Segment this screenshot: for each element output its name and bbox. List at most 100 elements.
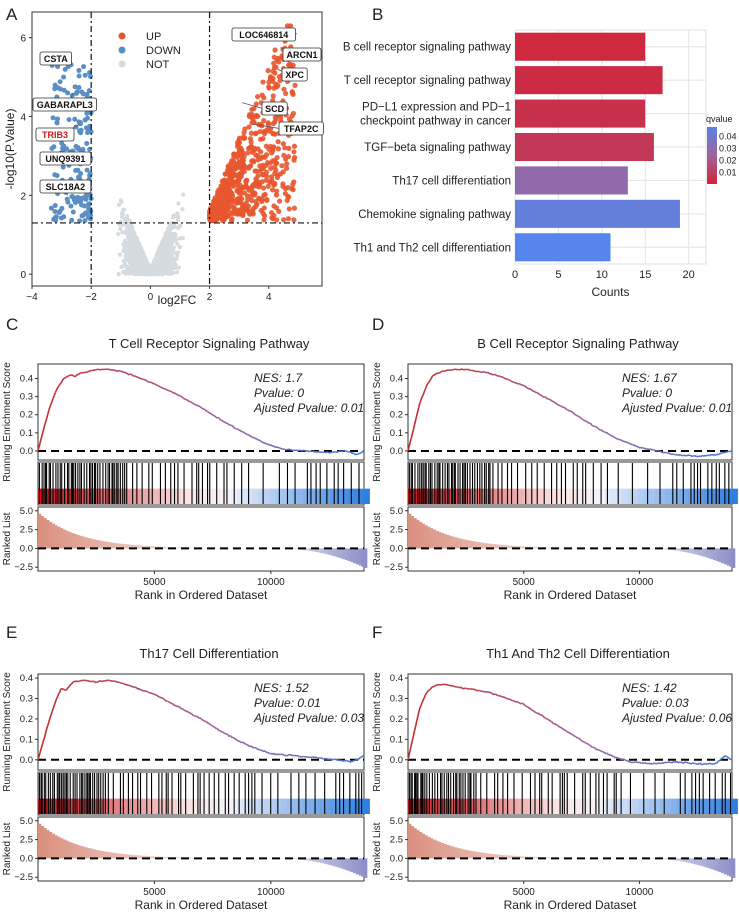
- running-es-segment: [424, 692, 428, 696]
- running-es-segment: [564, 407, 567, 410]
- up-point: [217, 204, 223, 210]
- running-es-segment: [560, 405, 564, 408]
- running-es-segment: [116, 369, 119, 373]
- gene-label: TFAP2C: [284, 124, 319, 134]
- running-es-segment: [182, 708, 185, 711]
- up-point: [283, 90, 289, 97]
- down-point: [72, 199, 78, 205]
- rank-color-segment: [341, 798, 348, 814]
- up-point: [249, 120, 255, 126]
- down-point: [77, 218, 83, 224]
- running-es-segment: [606, 431, 609, 435]
- x-tick-label: 2: [207, 292, 213, 303]
- gene-label-box: [39, 51, 73, 66]
- running-es-segment: [58, 691, 61, 695]
- not-point: [122, 238, 127, 243]
- running-es-segment: [71, 681, 74, 685]
- y-tick-label: 0.0: [20, 446, 33, 457]
- legend-label: UP: [146, 31, 161, 43]
- up-point: [235, 141, 241, 148]
- rank-color-segment: [203, 488, 210, 504]
- up-point: [260, 185, 267, 191]
- rank-color-segment: [241, 488, 249, 504]
- running-es-segment: [714, 454, 717, 457]
- running-es-segment: [200, 717, 203, 721]
- running-es-segment: [226, 733, 229, 736]
- running-es-segment: [221, 419, 224, 422]
- down-point: [66, 117, 72, 123]
- running-es-segment: [45, 414, 49, 419]
- up-point: [254, 94, 261, 100]
- running-es-segment: [170, 390, 173, 393]
- bar: [515, 199, 680, 228]
- running-es-segment: [261, 441, 264, 444]
- up-point: [268, 210, 275, 216]
- running-es-segment: [140, 689, 143, 692]
- stat-text: Ajusted Pvalue: 0.03: [253, 711, 364, 725]
- up-point: [272, 114, 278, 121]
- rank-color-segment: [665, 488, 673, 504]
- down-point: [70, 209, 76, 215]
- up-point: [275, 82, 281, 89]
- down-point: [57, 79, 63, 85]
- running-es-segment: [254, 437, 258, 440]
- up-point: [253, 152, 259, 158]
- up-point: [270, 93, 276, 99]
- not-point: [168, 231, 173, 236]
- running-es-segment: [425, 691, 429, 694]
- not-point: [161, 247, 166, 252]
- not-point: [173, 233, 178, 238]
- running-es-segment: [530, 388, 533, 392]
- rank-color-segment: [153, 488, 160, 504]
- x-tick-label: 0: [512, 269, 518, 281]
- running-es-segment: [321, 757, 324, 760]
- running-es-segment: [163, 698, 166, 701]
- not-point: [159, 255, 164, 260]
- x-axis-label: Counts: [591, 285, 629, 299]
- category-label: Chemokine signaling pathway: [358, 209, 511, 221]
- running-es-segment: [409, 745, 413, 751]
- y-tick-label: 2.5: [20, 525, 33, 536]
- running-es-segment: [235, 738, 238, 741]
- running-es-segment: [130, 373, 134, 376]
- up-point: [283, 165, 290, 171]
- running-es-segment: [567, 409, 570, 412]
- gene-label: SCD: [265, 104, 285, 114]
- not-point: [170, 249, 175, 255]
- running-es-segment: [413, 726, 417, 731]
- up-point: [264, 197, 270, 203]
- running-es-segment: [421, 699, 424, 704]
- running-es-segment: [416, 407, 420, 412]
- running-es-segment: [97, 680, 100, 683]
- legend-label: NOT: [146, 59, 170, 71]
- rank-color-segment: [192, 488, 199, 504]
- not-point: [175, 225, 181, 230]
- running-es-segment: [607, 432, 610, 435]
- rank-color-segment: [286, 798, 293, 814]
- rank-color-segment: [120, 488, 127, 504]
- rank-color-segment: [632, 488, 640, 504]
- up-point: [281, 86, 287, 92]
- y-axis-label: Ranked List: [372, 512, 383, 565]
- up-point: [256, 121, 262, 128]
- running-es-segment: [229, 735, 232, 738]
- running-es-segment: [444, 369, 447, 372]
- running-es-segment: [153, 382, 156, 385]
- running-es-segment: [414, 415, 418, 421]
- rank-color-segment: [264, 798, 271, 814]
- up-point: [210, 210, 216, 216]
- down-point: [87, 171, 93, 177]
- running-es-segment: [612, 435, 615, 438]
- running-es-segment: [57, 383, 61, 387]
- y-tick-label: −2.5: [14, 562, 33, 573]
- running-es-segment: [299, 449, 302, 452]
- up-point: [225, 192, 232, 198]
- stat-text: Ajusted Pvalue: 0.01: [253, 401, 364, 415]
- rank-color-segment: [252, 798, 260, 814]
- running-es-segment: [56, 385, 60, 389]
- rank-color-segment: [109, 798, 116, 814]
- gsea-plot-f: Th1 And Th2 Cell Differentiation 0.0 0.1 0.…: [372, 646, 738, 912]
- rank-color-segment: [197, 798, 205, 814]
- running-es-segment: [242, 431, 246, 434]
- up-point: [273, 64, 279, 70]
